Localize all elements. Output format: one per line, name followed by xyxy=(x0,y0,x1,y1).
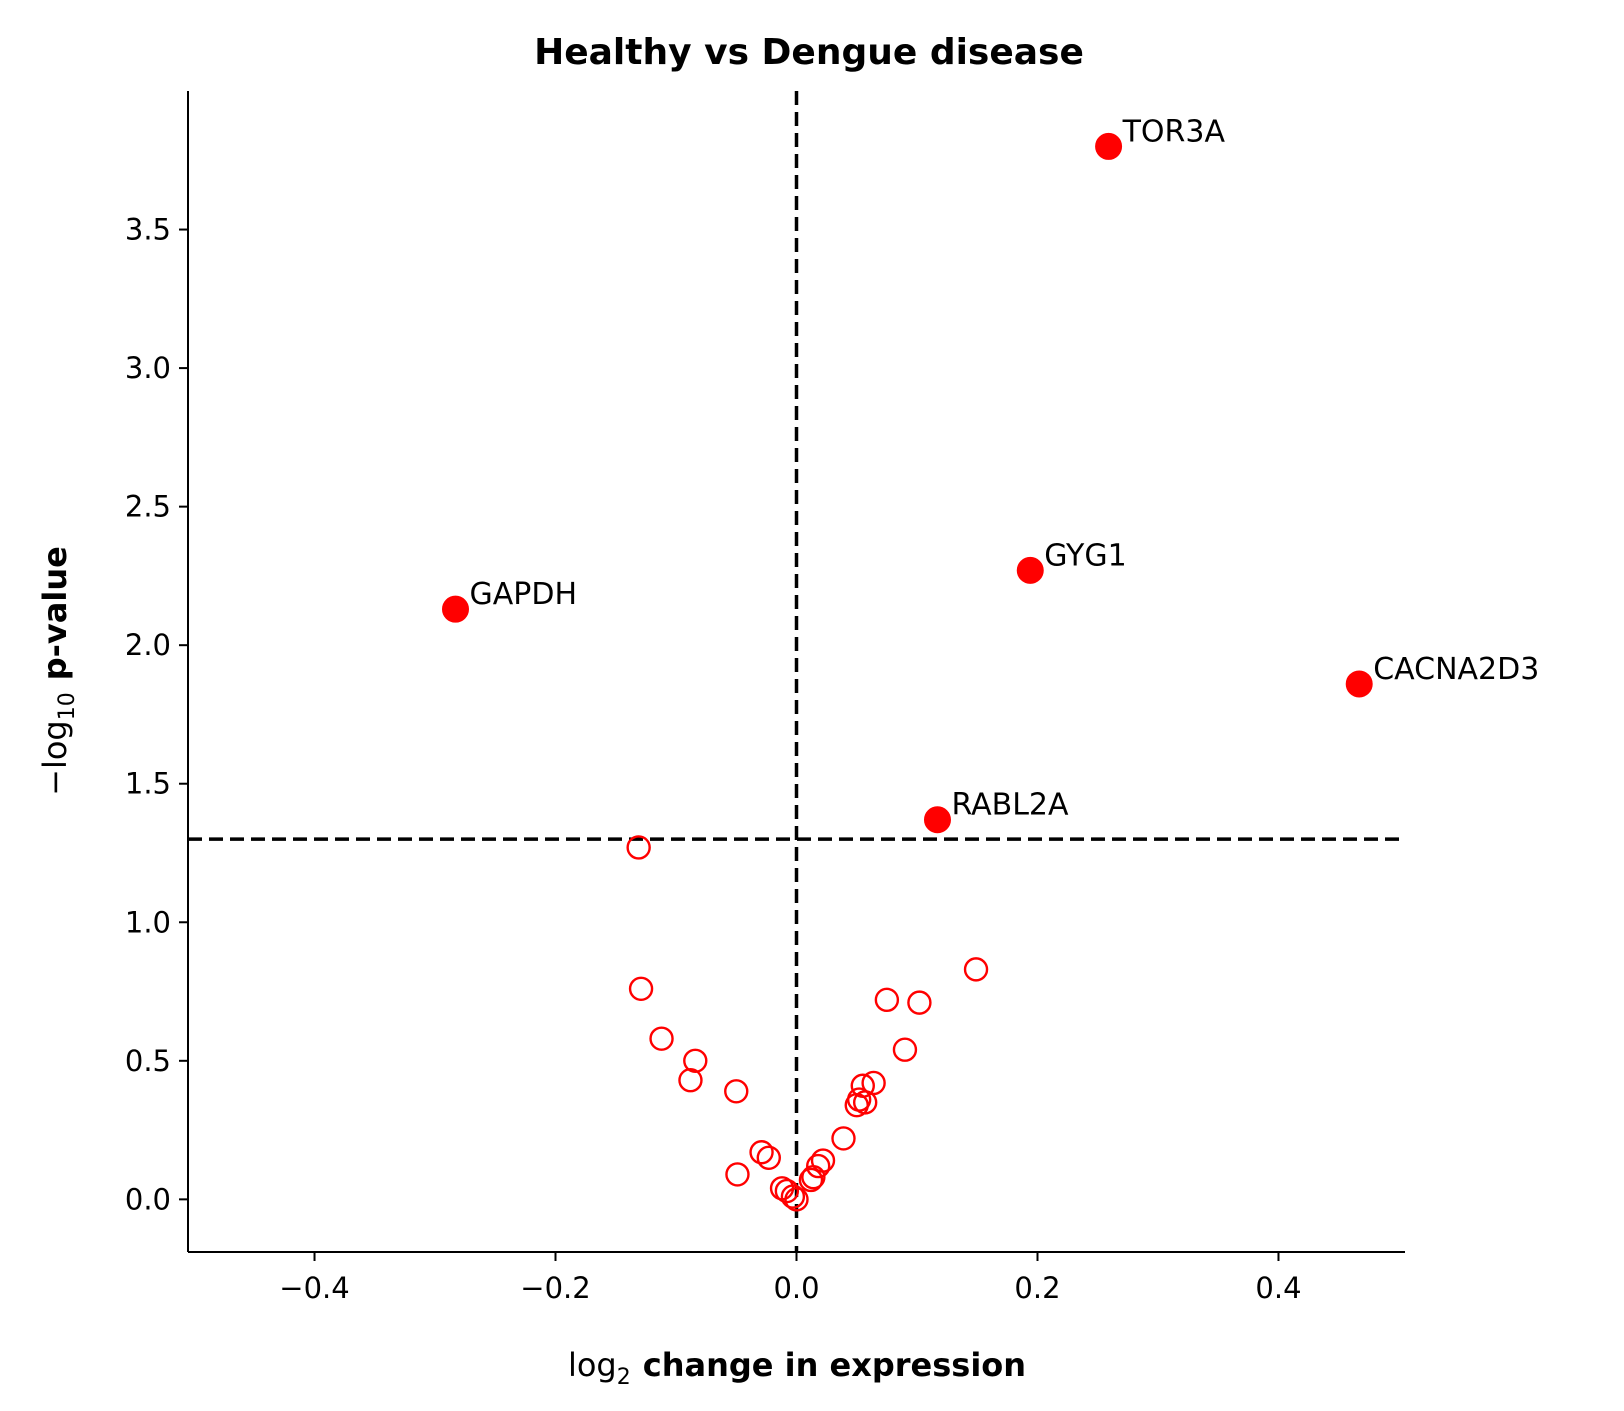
y-tick-label: 0.0 xyxy=(125,1182,171,1216)
non-significant-point xyxy=(844,1092,869,1118)
x-tick-label: 0.2 xyxy=(1014,1271,1060,1305)
chart-title: Healthy vs Dengue disease xyxy=(534,32,1084,73)
x-tick-label: −0.2 xyxy=(520,1271,590,1305)
non-significant-point xyxy=(724,1079,749,1104)
non-significant-point xyxy=(784,1187,809,1212)
threshold-lines xyxy=(188,91,1405,1252)
y-tick-label: 1.0 xyxy=(125,905,171,939)
x-tick-label: −0.4 xyxy=(279,1271,349,1305)
non-significant-point xyxy=(831,1126,856,1151)
significant-point xyxy=(441,595,469,623)
non-significant-point xyxy=(749,1140,774,1165)
non-significant-point xyxy=(678,1068,703,1093)
gene-label: RABL2A xyxy=(951,788,1069,823)
gene-label: GYG1 xyxy=(1044,538,1126,573)
non-significant-point xyxy=(780,1184,806,1209)
x-axis-label-text: change in expression xyxy=(643,1346,1026,1384)
y-ticks: 0.0 0.5 1.0 1.5 2.0 2.5 3.0 3.5 xyxy=(125,213,188,1216)
significant-point xyxy=(1095,132,1123,160)
y-tick-label: 0.5 xyxy=(125,1044,171,1078)
non-significant-point xyxy=(628,976,654,1001)
x-axis-label-prefix: log xyxy=(568,1346,617,1384)
significant-point xyxy=(1016,556,1044,584)
y-tick-label: 2.5 xyxy=(125,490,171,524)
gene-label: GAPDH xyxy=(469,577,577,612)
non-significant-point xyxy=(907,990,932,1015)
y-axis-label-prefix: −log xyxy=(36,720,74,796)
y-axis-label-text: p-value xyxy=(36,546,74,680)
y-tick-label: 3.0 xyxy=(125,351,171,385)
non-significant-point xyxy=(649,1026,674,1051)
non-significant-point xyxy=(756,1145,781,1170)
x-ticks: −0.4 −0.2 0.0 0.2 0.4 xyxy=(279,1252,1302,1305)
non-significant-point xyxy=(963,957,989,982)
x-axis-label: log2 change in expression xyxy=(568,1346,1026,1390)
x-tick-label: 0.4 xyxy=(1255,1271,1301,1305)
non-significant-point xyxy=(810,1148,836,1173)
non-significant-point xyxy=(626,835,651,860)
significant-points: TOR3A GYG1 GAPDH CACNA2D3 RABL2A xyxy=(441,114,1539,834)
x-tick-label: 0.0 xyxy=(773,1271,819,1305)
x-axis-label-subscript: 2 xyxy=(617,1365,631,1390)
significant-point xyxy=(1345,670,1373,698)
non-significant-point xyxy=(798,1167,824,1193)
y-tick-label: 3.5 xyxy=(125,213,171,247)
non-significant-points xyxy=(626,835,989,1212)
gene-label: TOR3A xyxy=(1122,114,1226,149)
significant-point xyxy=(923,806,951,834)
non-significant-point xyxy=(892,1037,918,1062)
y-tick-label: 2.0 xyxy=(125,628,171,662)
gene-label: CACNA2D3 xyxy=(1373,652,1539,687)
non-significant-point xyxy=(874,987,900,1013)
non-significant-point xyxy=(805,1153,831,1179)
non-significant-point xyxy=(683,1048,708,1074)
y-axis-label: −log10 p-value xyxy=(36,546,80,796)
non-significant-point xyxy=(725,1162,750,1187)
y-tick-label: 1.5 xyxy=(125,767,171,801)
y-axis-label-subscript: 10 xyxy=(55,692,80,720)
non-significant-point xyxy=(801,1164,826,1190)
